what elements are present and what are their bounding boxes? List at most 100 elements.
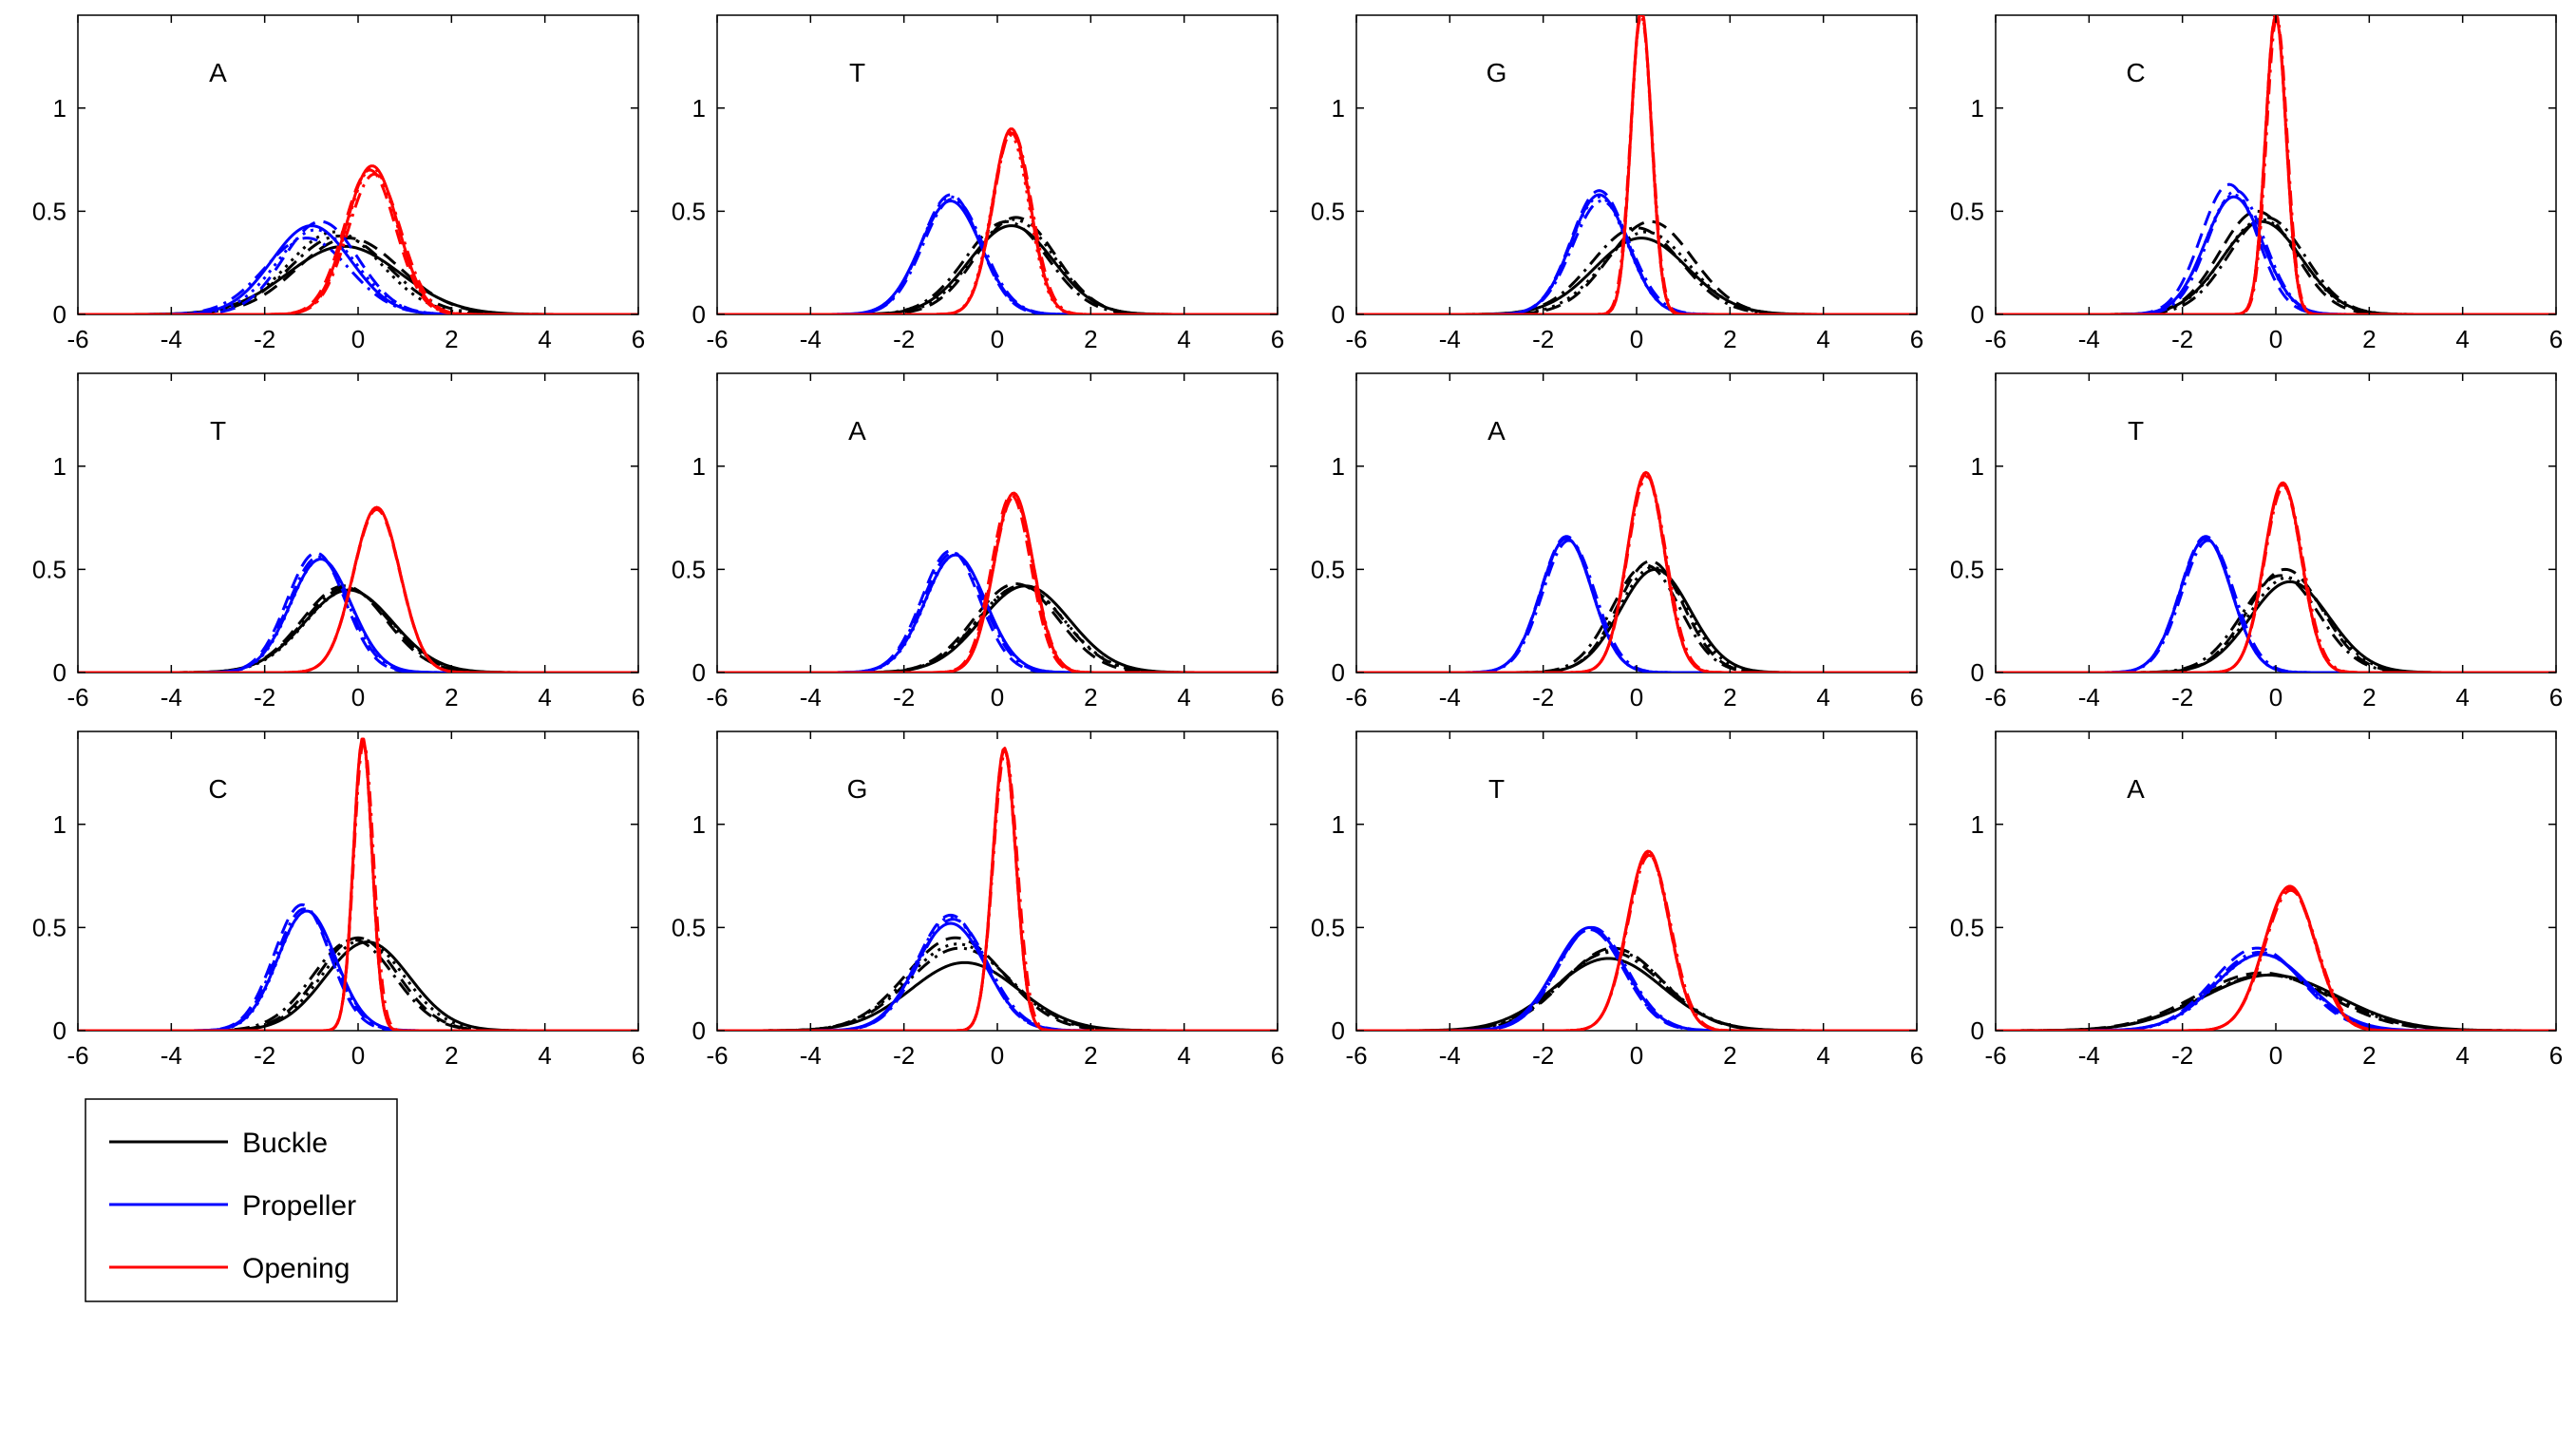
buckle-curve-dashdot bbox=[1996, 973, 2556, 1031]
y-tick-label: 1 bbox=[1332, 452, 1345, 481]
y-tick-label: 1 bbox=[53, 452, 66, 481]
x-tick-label: -6 bbox=[1345, 683, 1367, 712]
x-tick-label: 6 bbox=[1271, 325, 1284, 353]
buckle-curve-dashed bbox=[1356, 560, 1917, 673]
y-tick-label: 0 bbox=[1971, 1016, 1984, 1045]
propeller-curve-solid bbox=[717, 553, 1278, 673]
opening-curve-dotted bbox=[717, 493, 1278, 673]
y-tick-label: 0 bbox=[692, 1016, 706, 1045]
x-tick-label: 4 bbox=[2455, 1041, 2469, 1070]
x-tick-label: 2 bbox=[445, 325, 458, 353]
x-tick-label: 6 bbox=[632, 1041, 645, 1070]
axes-box bbox=[1355, 372, 1918, 674]
y-tick-label: 0.5 bbox=[1950, 913, 1984, 941]
x-tick-label: -2 bbox=[2171, 325, 2193, 353]
x-tick-label: 4 bbox=[1816, 683, 1829, 712]
x-tick-label: -2 bbox=[1532, 1041, 1554, 1070]
panel-label: G bbox=[847, 774, 868, 804]
buckle-curve-dashdot bbox=[78, 938, 638, 1031]
x-tick-label: 0 bbox=[991, 683, 1004, 712]
buckle-curve-dotted bbox=[717, 218, 1278, 314]
legend-item-opening: Opening bbox=[109, 1253, 350, 1284]
propeller-curve-dotted bbox=[78, 558, 638, 673]
panel-9: -6 -4 -2 0 2 4 6 0 0.5 1 C bbox=[32, 730, 645, 1070]
y-tick-label: 1 bbox=[1971, 452, 1984, 481]
axes-box bbox=[1995, 372, 2557, 674]
buckle-curve-dashed bbox=[78, 936, 638, 1031]
x-tick-label: 6 bbox=[2549, 683, 2563, 712]
x-tick-label: 4 bbox=[1177, 1041, 1190, 1070]
x-tick-label: -6 bbox=[706, 1041, 728, 1070]
x-tick-label: 0 bbox=[1630, 1041, 1643, 1070]
y-tick-label: 0.5 bbox=[1311, 197, 1345, 225]
x-tick-label: 0 bbox=[991, 325, 1004, 353]
x-tick-label: 6 bbox=[632, 683, 645, 712]
x-tick-label: 6 bbox=[1910, 325, 1923, 353]
panel-label: A bbox=[1487, 416, 1506, 446]
panel-3: -6 -4 -2 0 2 4 6 0 0.5 1 G bbox=[1311, 14, 1923, 353]
x-tick-label: -6 bbox=[1984, 325, 2006, 353]
opening-curve-dotted bbox=[78, 739, 638, 1031]
y-tick-label: 0.5 bbox=[1311, 555, 1345, 583]
y-tick-label: 1 bbox=[1971, 810, 1984, 839]
x-tick-label: -6 bbox=[66, 683, 88, 712]
y-tick-label: 0.5 bbox=[1950, 197, 1984, 225]
x-tick-label: -2 bbox=[2171, 1041, 2193, 1070]
opening-curve-dashdot bbox=[1356, 853, 1917, 1031]
x-tick-label: -6 bbox=[706, 683, 728, 712]
x-tick-label: 6 bbox=[1271, 683, 1284, 712]
x-tick-label: -4 bbox=[800, 1041, 822, 1070]
x-tick-label: -4 bbox=[800, 683, 822, 712]
x-tick-label: 0 bbox=[2269, 325, 2282, 353]
buckle-curve-dashed bbox=[1356, 946, 1917, 1031]
propeller-curve-solid bbox=[1996, 195, 2556, 314]
x-tick-label: 4 bbox=[538, 325, 551, 353]
y-tick-label: 0.5 bbox=[672, 197, 706, 225]
y-tick-label: 0 bbox=[1332, 658, 1345, 687]
propeller-curve-solid bbox=[78, 909, 638, 1031]
propeller-curve-dashdot bbox=[1356, 925, 1917, 1031]
x-tick-label: -2 bbox=[254, 325, 275, 353]
x-tick-label: -4 bbox=[1439, 1041, 1461, 1070]
buckle-curve-solid bbox=[1356, 567, 1917, 673]
legend-item-propeller: Propeller bbox=[109, 1190, 356, 1222]
panel-6: -6 -4 -2 0 2 4 6 0 0.5 1 A bbox=[672, 372, 1284, 712]
propeller-curve-dashdot bbox=[78, 555, 638, 673]
panel-7: -6 -4 -2 0 2 4 6 0 0.5 1 A bbox=[1311, 372, 1923, 712]
x-tick-label: 0 bbox=[351, 1041, 365, 1070]
x-tick-label: 0 bbox=[1630, 325, 1643, 353]
panel-label: C bbox=[208, 774, 227, 804]
legend: Buckle Propeller Opening bbox=[85, 1098, 398, 1302]
x-tick-label: 4 bbox=[1816, 325, 1829, 353]
propeller-curve-solid bbox=[1356, 193, 1917, 314]
y-tick-label: 1 bbox=[53, 810, 66, 839]
x-tick-label: 2 bbox=[2362, 1041, 2376, 1070]
opening-curve-dashed bbox=[1356, 15, 1917, 314]
y-tick-label: 1 bbox=[1332, 94, 1345, 123]
x-tick-label: -2 bbox=[893, 325, 915, 353]
x-tick-label: 2 bbox=[1084, 1041, 1097, 1070]
opening-curve-dashed bbox=[78, 168, 638, 314]
y-tick-label: 0.5 bbox=[1311, 913, 1345, 941]
buckle-curve-dotted bbox=[78, 588, 638, 673]
opening-curve-solid bbox=[717, 491, 1278, 673]
propeller-curve-dashdot bbox=[1356, 199, 1917, 314]
y-tick-label: 1 bbox=[692, 94, 706, 123]
opening-curve-dashdot bbox=[1996, 888, 2556, 1031]
legend-label: Opening bbox=[242, 1253, 350, 1284]
x-tick-label: -2 bbox=[254, 1041, 275, 1070]
buckle-curve-dotted bbox=[1356, 565, 1917, 673]
y-tick-label: 0.5 bbox=[32, 913, 66, 941]
y-tick-label: 0.5 bbox=[672, 913, 706, 941]
panel-11: -6 -4 -2 0 2 4 6 0 0.5 1 T bbox=[1311, 730, 1923, 1070]
x-tick-label: -2 bbox=[893, 683, 915, 712]
panel-label: A bbox=[848, 416, 866, 446]
x-tick-label: 2 bbox=[2362, 683, 2376, 712]
y-tick-label: 0 bbox=[692, 658, 706, 687]
x-tick-label: -2 bbox=[254, 683, 275, 712]
x-tick-label: 0 bbox=[351, 683, 365, 712]
x-tick-label: 6 bbox=[1271, 1041, 1284, 1070]
opening-curve-dashed bbox=[717, 493, 1278, 673]
axes-box bbox=[1995, 14, 2557, 315]
